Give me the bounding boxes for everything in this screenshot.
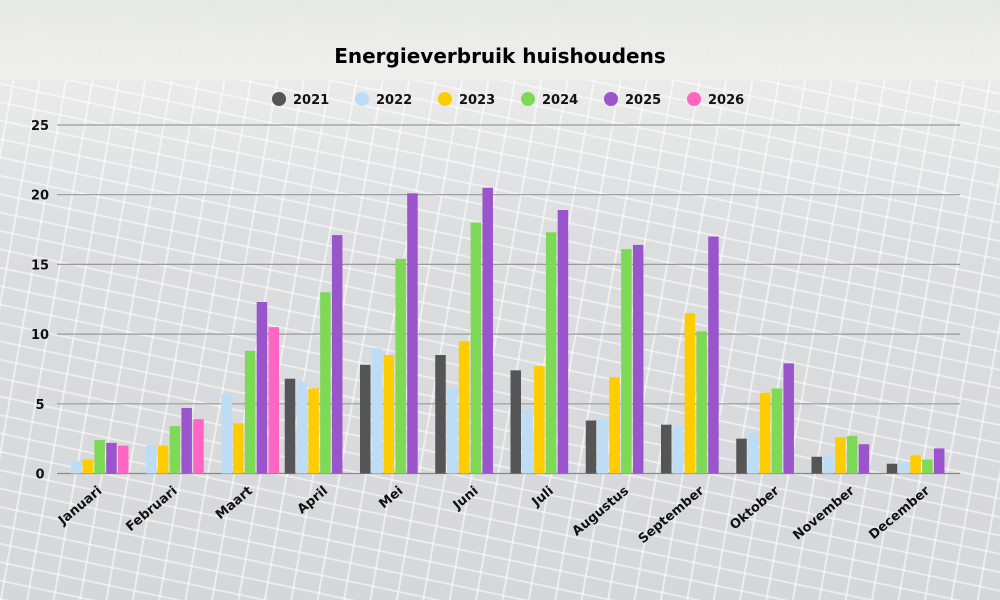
y-tick-label: 0 [35,468,44,483]
x-tick-label: September [636,483,708,547]
background-treeline [0,0,1000,80]
legend-label-2022: 2022 [376,93,412,108]
bar-2023-januari [82,459,94,474]
bar-2022-november [823,455,834,474]
bar-2025-mei [407,193,418,474]
bar-2024-augustus [621,249,632,474]
bar-2025-september [708,236,719,474]
bar-2023-mei [383,355,395,474]
bar-2022-juli [522,409,533,474]
bar-2021-mei [360,364,371,474]
bar-2022-februari [146,445,157,474]
bar-2025-januari [106,442,117,474]
bar-2025-juni [482,187,493,474]
bar-2022-augustus [597,419,609,474]
x-tick-label: April [295,484,331,518]
legend-label-2023: 2023 [459,93,495,108]
bar-2024-september [696,331,707,474]
bar-2025-november [858,444,870,474]
legend-marker-2025 [604,92,618,106]
bar-2022-september [672,426,684,474]
bar-2024-januari [94,440,105,474]
bar-2025-juli [557,210,569,474]
legend-label-2024: 2024 [542,93,578,108]
bar-2024-maart [244,350,256,474]
bar-2023-april [308,388,319,474]
gridlines [57,124,960,475]
bar-2025-oktober [783,363,794,474]
legend-marker-2021 [272,92,286,106]
chart-title: Energieverbruik huishoudens [334,44,666,68]
bar-2024-februari [169,426,181,474]
x-tick-label: Mei [376,484,406,512]
x-axis-ticks: Januari Februari Maart April Mei Juni Juli Augu… [55,483,933,547]
bar-2022-oktober [748,433,759,474]
bar-2024-juli [545,232,557,474]
bar-2024-juni [470,222,482,474]
bar-2021-november [811,456,822,474]
bar-2026-maart [268,327,279,474]
bars [70,187,945,474]
legend-marker-2026 [687,92,701,106]
bar-2021-augustus [585,420,597,474]
x-tick-label: Augustus [570,483,633,539]
bar-2025-augustus [632,244,644,474]
bar-2025-december [933,448,945,474]
bar-2023-augustus [609,377,620,474]
bar-2023-maart [233,423,244,474]
bar-2021-april [284,378,296,474]
bar-2022-januari [70,460,82,474]
bar-2024-december [922,459,933,474]
x-tick-label: Januari [55,484,105,529]
bar-2024-mei [395,258,406,474]
bar-2021-juni [435,355,446,474]
legend-label-2025: 2025 [625,93,661,108]
y-tick-label: 5 [35,398,44,413]
x-tick-label: Oktober [727,483,783,533]
bar-2022-december [898,462,910,474]
bar-2023-juli [534,366,545,474]
bar-2025-februari [181,407,192,474]
x-tick-label: Juni [450,484,482,514]
bar-2023-februari [157,445,169,474]
x-tick-label: Maart [213,484,256,523]
y-axis-ticks: 0 5 10 15 20 25 [31,119,49,483]
x-tick-label: November [790,483,858,543]
bar-2024-oktober [771,388,783,474]
bar-2024-november [846,435,858,474]
x-tick-label: Februari [123,484,180,535]
bar-2023-september [684,313,696,474]
legend-marker-2022 [355,92,369,106]
bar-2024-april [320,292,331,474]
bar-2023-november [835,437,846,474]
x-tick-label: December [866,483,933,543]
legend-label-2026: 2026 [708,93,744,108]
bar-2026-februari [193,419,204,474]
y-tick-label: 25 [31,119,49,134]
bar-2023-oktober [759,392,771,474]
legend-marker-2023 [438,92,452,106]
bar-2025-maart [256,302,268,474]
bar-2025-april [331,235,343,474]
bar-2021-september [661,424,672,474]
x-tick-label: Juli [529,484,557,511]
bar-2022-juni [447,387,458,474]
bar-2026-januari [118,445,129,474]
bar-2021-juli [510,370,521,474]
bar-2022-mei [371,348,383,474]
legend: 2021 2022 2023 2024 2025 2026 [272,92,744,108]
legend-marker-2024 [521,92,535,106]
bar-2023-juni [458,341,470,474]
bar-2022-april [296,381,308,474]
y-tick-label: 15 [31,258,49,273]
bar-2021-oktober [736,438,747,474]
y-tick-label: 10 [31,328,49,343]
legend-label-2021: 2021 [293,93,329,108]
y-tick-label: 20 [31,189,49,204]
bar-2023-december [910,455,921,474]
bar-2022-maart [221,394,232,474]
bar-2021-december [886,463,898,474]
